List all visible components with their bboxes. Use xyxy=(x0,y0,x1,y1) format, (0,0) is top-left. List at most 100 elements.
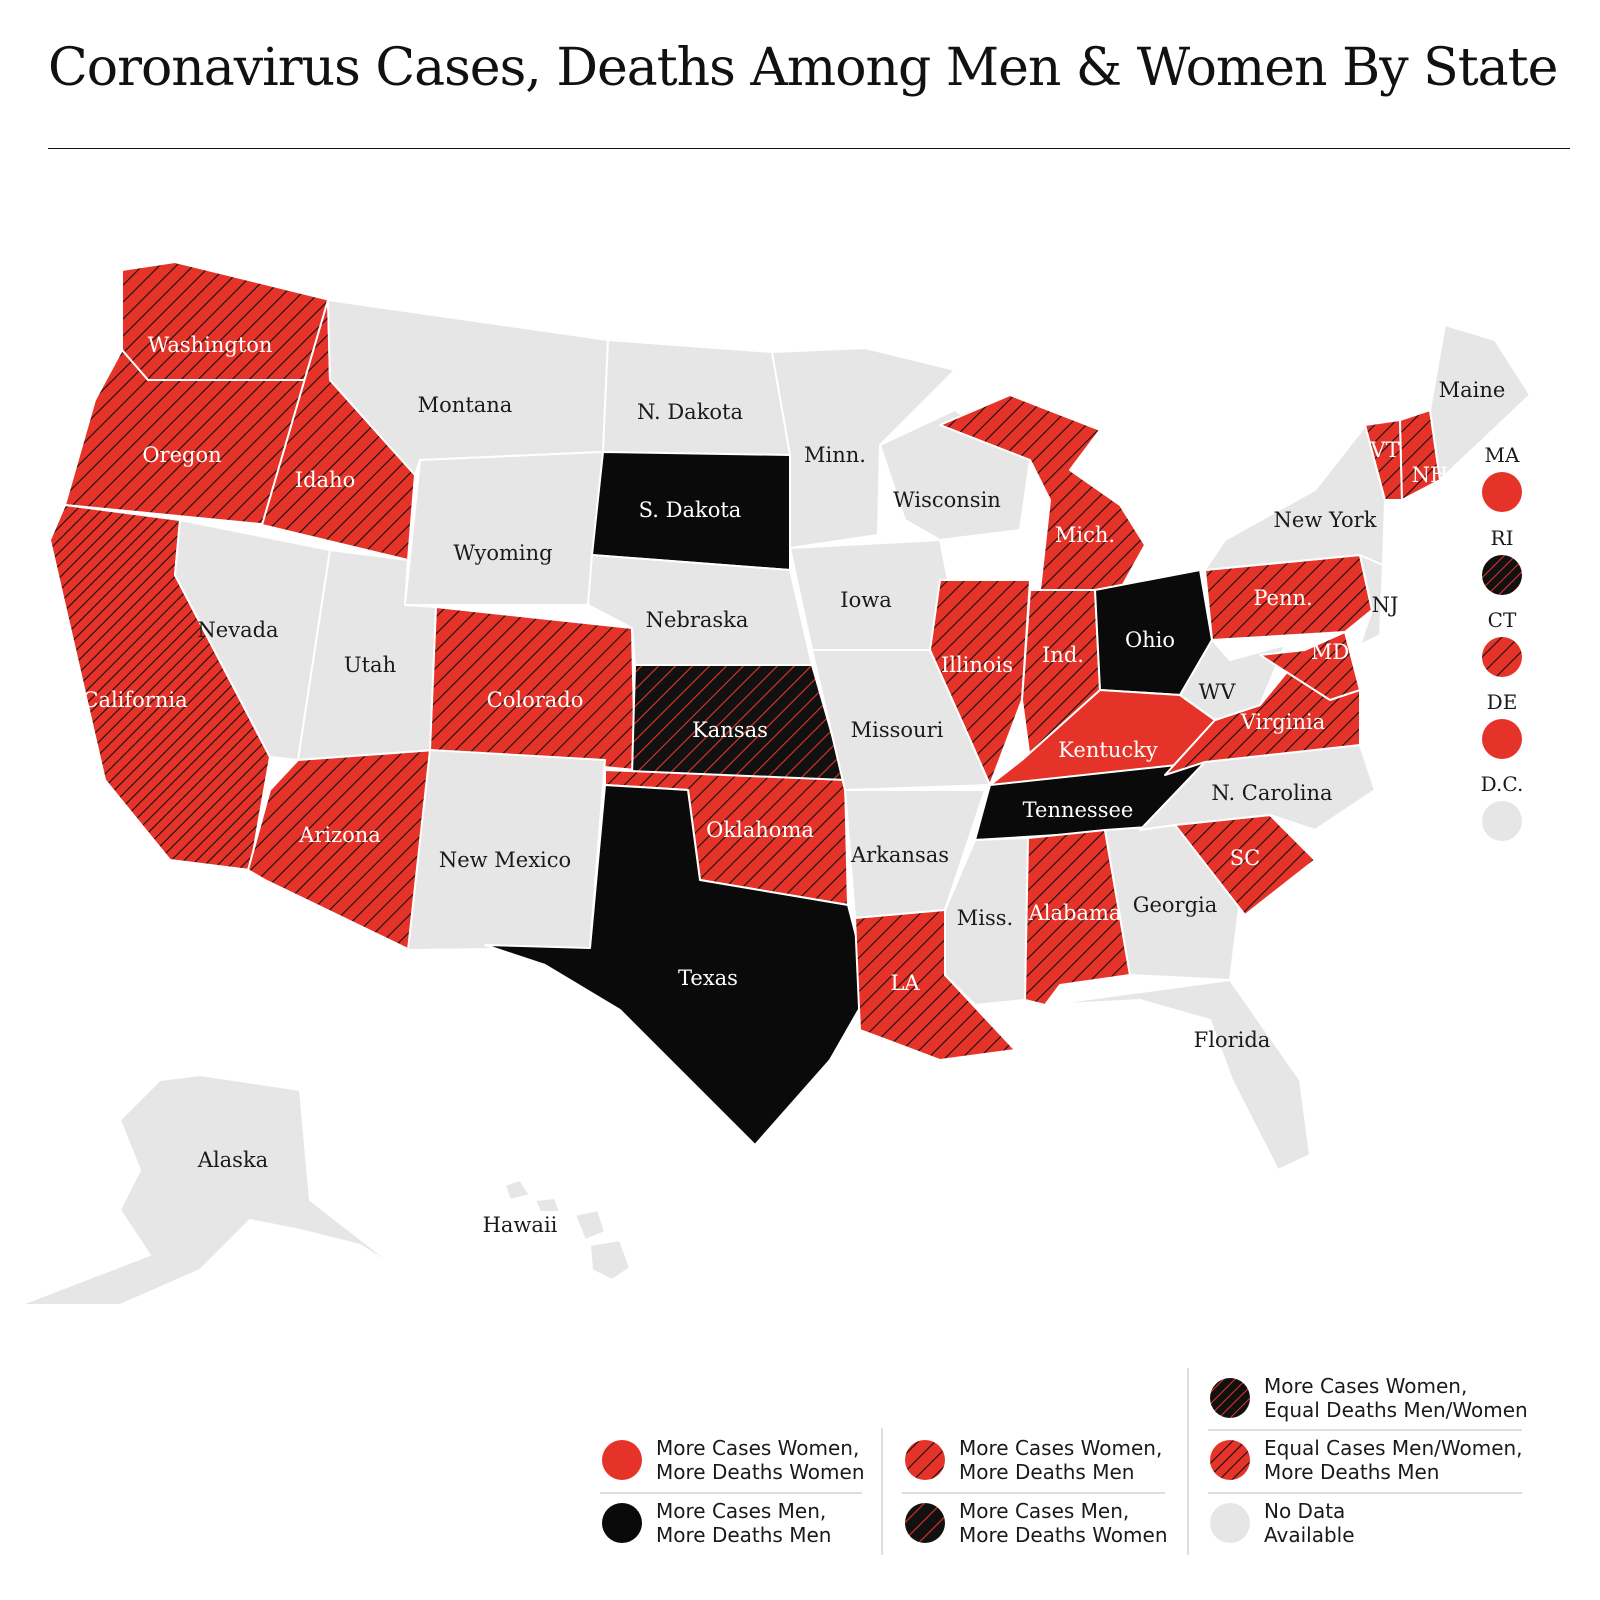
state-label-n-dakota: N. Dakota xyxy=(637,400,743,424)
legend-item-equal_men: Equal Cases Men/Women,More Deaths Men xyxy=(1210,1436,1523,1484)
legend-swatch-women_men xyxy=(905,1440,945,1480)
marker-d-c xyxy=(1482,801,1522,841)
state-label-mich: Mich. xyxy=(1055,523,1115,547)
state-florida xyxy=(1044,979,1311,1171)
state-new-york xyxy=(1204,419,1386,571)
legend-item-men_men: More Cases Men,More Deaths Men xyxy=(602,1499,831,1547)
legend-text-line1: More Cases Women, xyxy=(656,1436,859,1460)
state-label-wv: WV xyxy=(1199,680,1237,704)
marker-label-de: DE xyxy=(1487,690,1518,714)
state-label-md: MD xyxy=(1311,640,1349,664)
state-label-washington: Washington xyxy=(148,333,273,357)
state-md xyxy=(1259,631,1361,701)
map-title: Coronavirus Cases, Deaths Among Men & Wo… xyxy=(48,38,1558,98)
marker-label-ri: RI xyxy=(1491,526,1514,550)
state-label-kansas: Kansas xyxy=(692,718,768,742)
state-label-idaho: Idaho xyxy=(295,468,355,492)
legend-swatch-men_women xyxy=(905,1503,945,1543)
state-label-alaska: Alaska xyxy=(197,1148,268,1172)
state-label-virginia: Virginia xyxy=(1240,710,1325,734)
state-label-iowa: Iowa xyxy=(840,588,891,612)
state-label-new-mexico: New Mexico xyxy=(439,848,571,872)
states-layer xyxy=(19,261,1531,1306)
legend-text-line1: No Data xyxy=(1264,1499,1345,1523)
legend-swatch-women_women xyxy=(602,1440,642,1480)
state-label-colorado: Colorado xyxy=(487,688,584,712)
legend-item-men_women: More Cases Men,More Deaths Women xyxy=(905,1499,1168,1547)
legend-text-line1: More Cases Men, xyxy=(959,1499,1129,1523)
state-label-nebraska: Nebraska xyxy=(646,608,749,632)
state-label-illinois: Illinois xyxy=(941,653,1013,677)
legend-swatch-women_equal xyxy=(1210,1378,1250,1418)
marker-label-d-c: D.C. xyxy=(1481,772,1524,796)
marker-de xyxy=(1482,719,1522,759)
legend-text-line2: Available xyxy=(1264,1523,1355,1547)
legend-text-line1: More Cases Women, xyxy=(959,1436,1162,1460)
state-label-ohio: Ohio xyxy=(1125,628,1175,652)
state-label-nj: NJ xyxy=(1372,593,1399,617)
legend-text-line2: More Deaths Men xyxy=(959,1460,1134,1484)
legend-text-line1: More Cases Women, xyxy=(1264,1374,1467,1398)
legend-text-line1: More Cases Men, xyxy=(656,1499,826,1523)
state-label-wisconsin: Wisconsin xyxy=(893,488,1001,512)
legend-swatch-men_men xyxy=(602,1503,642,1543)
legend-text-line2: More Deaths Women xyxy=(656,1460,865,1484)
state-label-nh: NH xyxy=(1412,463,1449,487)
state-hawaii xyxy=(504,1179,631,1281)
legend-swatch-equal_men xyxy=(1210,1440,1250,1480)
legend-text-line2: More Deaths Women xyxy=(959,1523,1168,1547)
marker-ma xyxy=(1482,472,1522,512)
state-arizona xyxy=(247,749,436,951)
state-label-wyoming: Wyoming xyxy=(453,541,552,565)
state-label-montana: Montana xyxy=(418,393,513,417)
state-label-penn: Penn. xyxy=(1253,586,1312,610)
legend-item-women_men: More Cases Women,More Deaths Men xyxy=(905,1436,1162,1484)
legend-text-line2: More Deaths Men xyxy=(1264,1460,1439,1484)
state-n-dakota xyxy=(602,339,791,456)
legend-swatch-no_data xyxy=(1210,1503,1250,1543)
legend-text-line2: More Deaths Men xyxy=(656,1523,831,1547)
marker-label-ct: CT xyxy=(1488,608,1517,632)
state-washington xyxy=(121,261,331,381)
state-label-alabama: Alabama xyxy=(1028,901,1122,925)
state-label-tennessee: Tennessee xyxy=(1023,798,1134,822)
state-label-oregon: Oregon xyxy=(142,443,221,467)
state-label-sc: SC xyxy=(1230,846,1260,870)
state-label-vt: VT xyxy=(1369,438,1399,462)
state-label-la: LA xyxy=(890,971,920,995)
state-maine xyxy=(1429,324,1531,481)
state-label-florida: Florida xyxy=(1194,1028,1271,1052)
labels-layer: Washington Oregon Idaho California Nevada Uta… xyxy=(82,333,1505,1237)
state-label-georgia: Georgia xyxy=(1133,893,1218,917)
state-label-minn: Minn. xyxy=(804,443,866,467)
state-label-ind: Ind. xyxy=(1042,643,1084,667)
small-states-markers: MA RI CT DE D.C. xyxy=(1481,443,1524,841)
state-minn xyxy=(771,347,956,549)
state-label-oklahoma: Oklahoma xyxy=(706,818,814,842)
state-nevada xyxy=(174,519,331,761)
state-label-utah: Utah xyxy=(344,653,396,677)
state-label-texas: Texas xyxy=(678,966,738,990)
state-mich xyxy=(939,394,1146,591)
state-label-new-york: New York xyxy=(1274,508,1377,532)
state-label-n-carolina: N. Carolina xyxy=(1211,781,1332,805)
state-label-nevada: Nevada xyxy=(197,618,278,642)
legend-text-line2: Equal Deaths Men/Women xyxy=(1264,1398,1528,1422)
state-label-maine: Maine xyxy=(1439,378,1506,402)
state-wyoming xyxy=(404,451,604,606)
state-label-missouri: Missouri xyxy=(851,718,944,742)
marker-ri xyxy=(1482,555,1522,595)
state-label-arizona: Arizona xyxy=(298,823,381,847)
title-divider xyxy=(48,148,1570,149)
state-label-miss: Miss. xyxy=(957,906,1013,930)
legend-text-line1: Equal Cases Men/Women, xyxy=(1264,1436,1523,1460)
state-texas xyxy=(484,784,871,1146)
state-alaska xyxy=(19,1074,401,1306)
legend-item-women_women: More Cases Women,More Deaths Women xyxy=(602,1436,865,1484)
state-label-s-dakota: S. Dakota xyxy=(639,498,742,522)
state-label-arkansas: Arkansas xyxy=(850,843,949,867)
state-label-kentucky: Kentucky xyxy=(1058,738,1158,762)
